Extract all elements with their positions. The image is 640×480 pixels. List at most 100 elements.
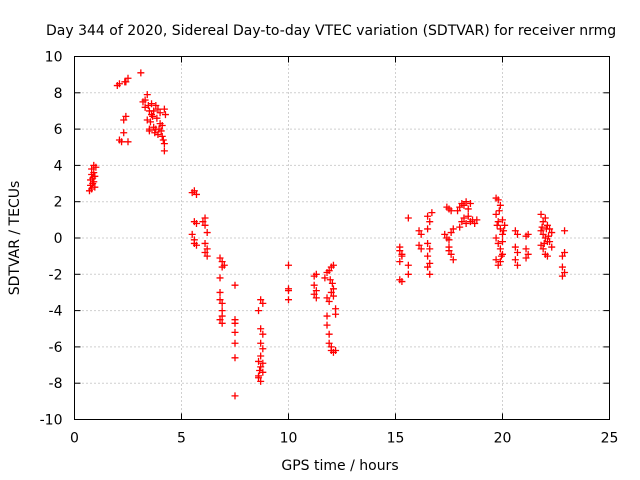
data-point — [216, 254, 224, 262]
data-point — [524, 250, 532, 258]
data-point — [332, 310, 340, 318]
data-point — [312, 287, 320, 295]
data-point — [88, 185, 96, 193]
data-point — [231, 354, 239, 362]
data-point — [522, 245, 530, 253]
y-tick-label: -10 — [40, 413, 63, 429]
data-point — [492, 256, 500, 264]
data-point — [548, 243, 556, 251]
data-point — [310, 290, 318, 298]
data-point — [415, 241, 423, 249]
x-tick-label: 5 — [177, 431, 186, 447]
y-tick-label: -4 — [49, 304, 63, 320]
data-point — [141, 96, 149, 104]
y-tick-label: 10 — [45, 50, 63, 66]
data-point — [256, 366, 264, 374]
data-point — [120, 129, 128, 137]
data-point — [257, 352, 265, 360]
data-point — [231, 339, 239, 347]
data-point — [464, 212, 472, 220]
data-point — [285, 296, 292, 304]
data-point — [201, 221, 209, 229]
y-tick-label: -2 — [49, 267, 63, 283]
data-point — [558, 252, 566, 260]
y-axis-ticks: -10 -8 -6 -4 -2 0 2 4 6 8 10 — [40, 50, 610, 429]
data-point — [513, 249, 521, 257]
data-point — [494, 261, 502, 269]
data-point — [120, 116, 128, 124]
data-point — [460, 201, 468, 209]
data-point — [329, 285, 337, 293]
data-point — [231, 319, 239, 327]
data-point — [494, 218, 502, 226]
data-point — [216, 316, 224, 324]
data-point — [424, 263, 432, 271]
y-axis-title: SDTVAR / TECUs — [7, 181, 23, 296]
data-point — [257, 296, 265, 304]
data-point — [90, 169, 98, 177]
data-point — [441, 230, 449, 238]
x-tick-label: 20 — [494, 431, 512, 447]
data-point — [541, 214, 549, 222]
plot-frame — [74, 56, 610, 420]
data-point — [398, 250, 406, 258]
data-point — [460, 214, 468, 222]
data-point — [203, 229, 211, 237]
data-point — [539, 218, 547, 226]
data-point — [501, 221, 509, 229]
data-point — [188, 230, 196, 238]
data-point — [325, 339, 333, 347]
data-point — [424, 212, 432, 220]
data-point — [259, 359, 267, 367]
data-point — [499, 216, 506, 224]
data-point — [500, 227, 508, 235]
data-point — [462, 198, 470, 206]
data-point — [499, 230, 506, 238]
data-point — [257, 377, 265, 385]
data-point — [426, 245, 434, 253]
y-tick-label: 8 — [54, 86, 63, 102]
data-point — [92, 163, 100, 171]
y-tick-label: 0 — [54, 231, 63, 247]
data-point — [539, 230, 547, 238]
data-point — [144, 102, 152, 110]
data-point — [492, 234, 500, 242]
data-point — [158, 132, 166, 140]
data-point — [146, 118, 154, 126]
data-point — [492, 210, 500, 218]
data-point — [118, 138, 126, 146]
data-point — [456, 203, 464, 211]
x-axis-title: GPS time / hours — [281, 458, 398, 474]
data-point — [496, 201, 504, 209]
data-point — [231, 328, 239, 336]
data-point — [325, 267, 333, 275]
data-point — [161, 111, 169, 119]
x-tick-label: 10 — [280, 431, 298, 447]
data-point — [464, 205, 472, 213]
data-point — [257, 325, 265, 333]
data-point — [332, 347, 340, 355]
x-tick-label: 25 — [601, 431, 619, 447]
data-point — [326, 276, 334, 284]
data-point — [325, 330, 333, 338]
data-point — [424, 239, 432, 247]
data-point — [259, 330, 267, 338]
data-point — [257, 363, 265, 371]
data-point — [145, 127, 153, 135]
data-point — [426, 259, 434, 267]
data-point — [159, 136, 167, 144]
data-point — [511, 256, 519, 264]
data-point — [199, 218, 207, 226]
data-point — [151, 129, 159, 137]
data-point — [458, 218, 466, 226]
data-point — [323, 321, 331, 329]
data-point — [404, 214, 412, 222]
data-point — [466, 200, 474, 208]
data-point — [160, 105, 168, 113]
data-point — [539, 245, 547, 253]
data-point — [121, 78, 129, 86]
data-point — [203, 245, 211, 253]
data-point — [259, 345, 267, 353]
data-point — [327, 288, 335, 296]
data-point — [545, 232, 553, 240]
